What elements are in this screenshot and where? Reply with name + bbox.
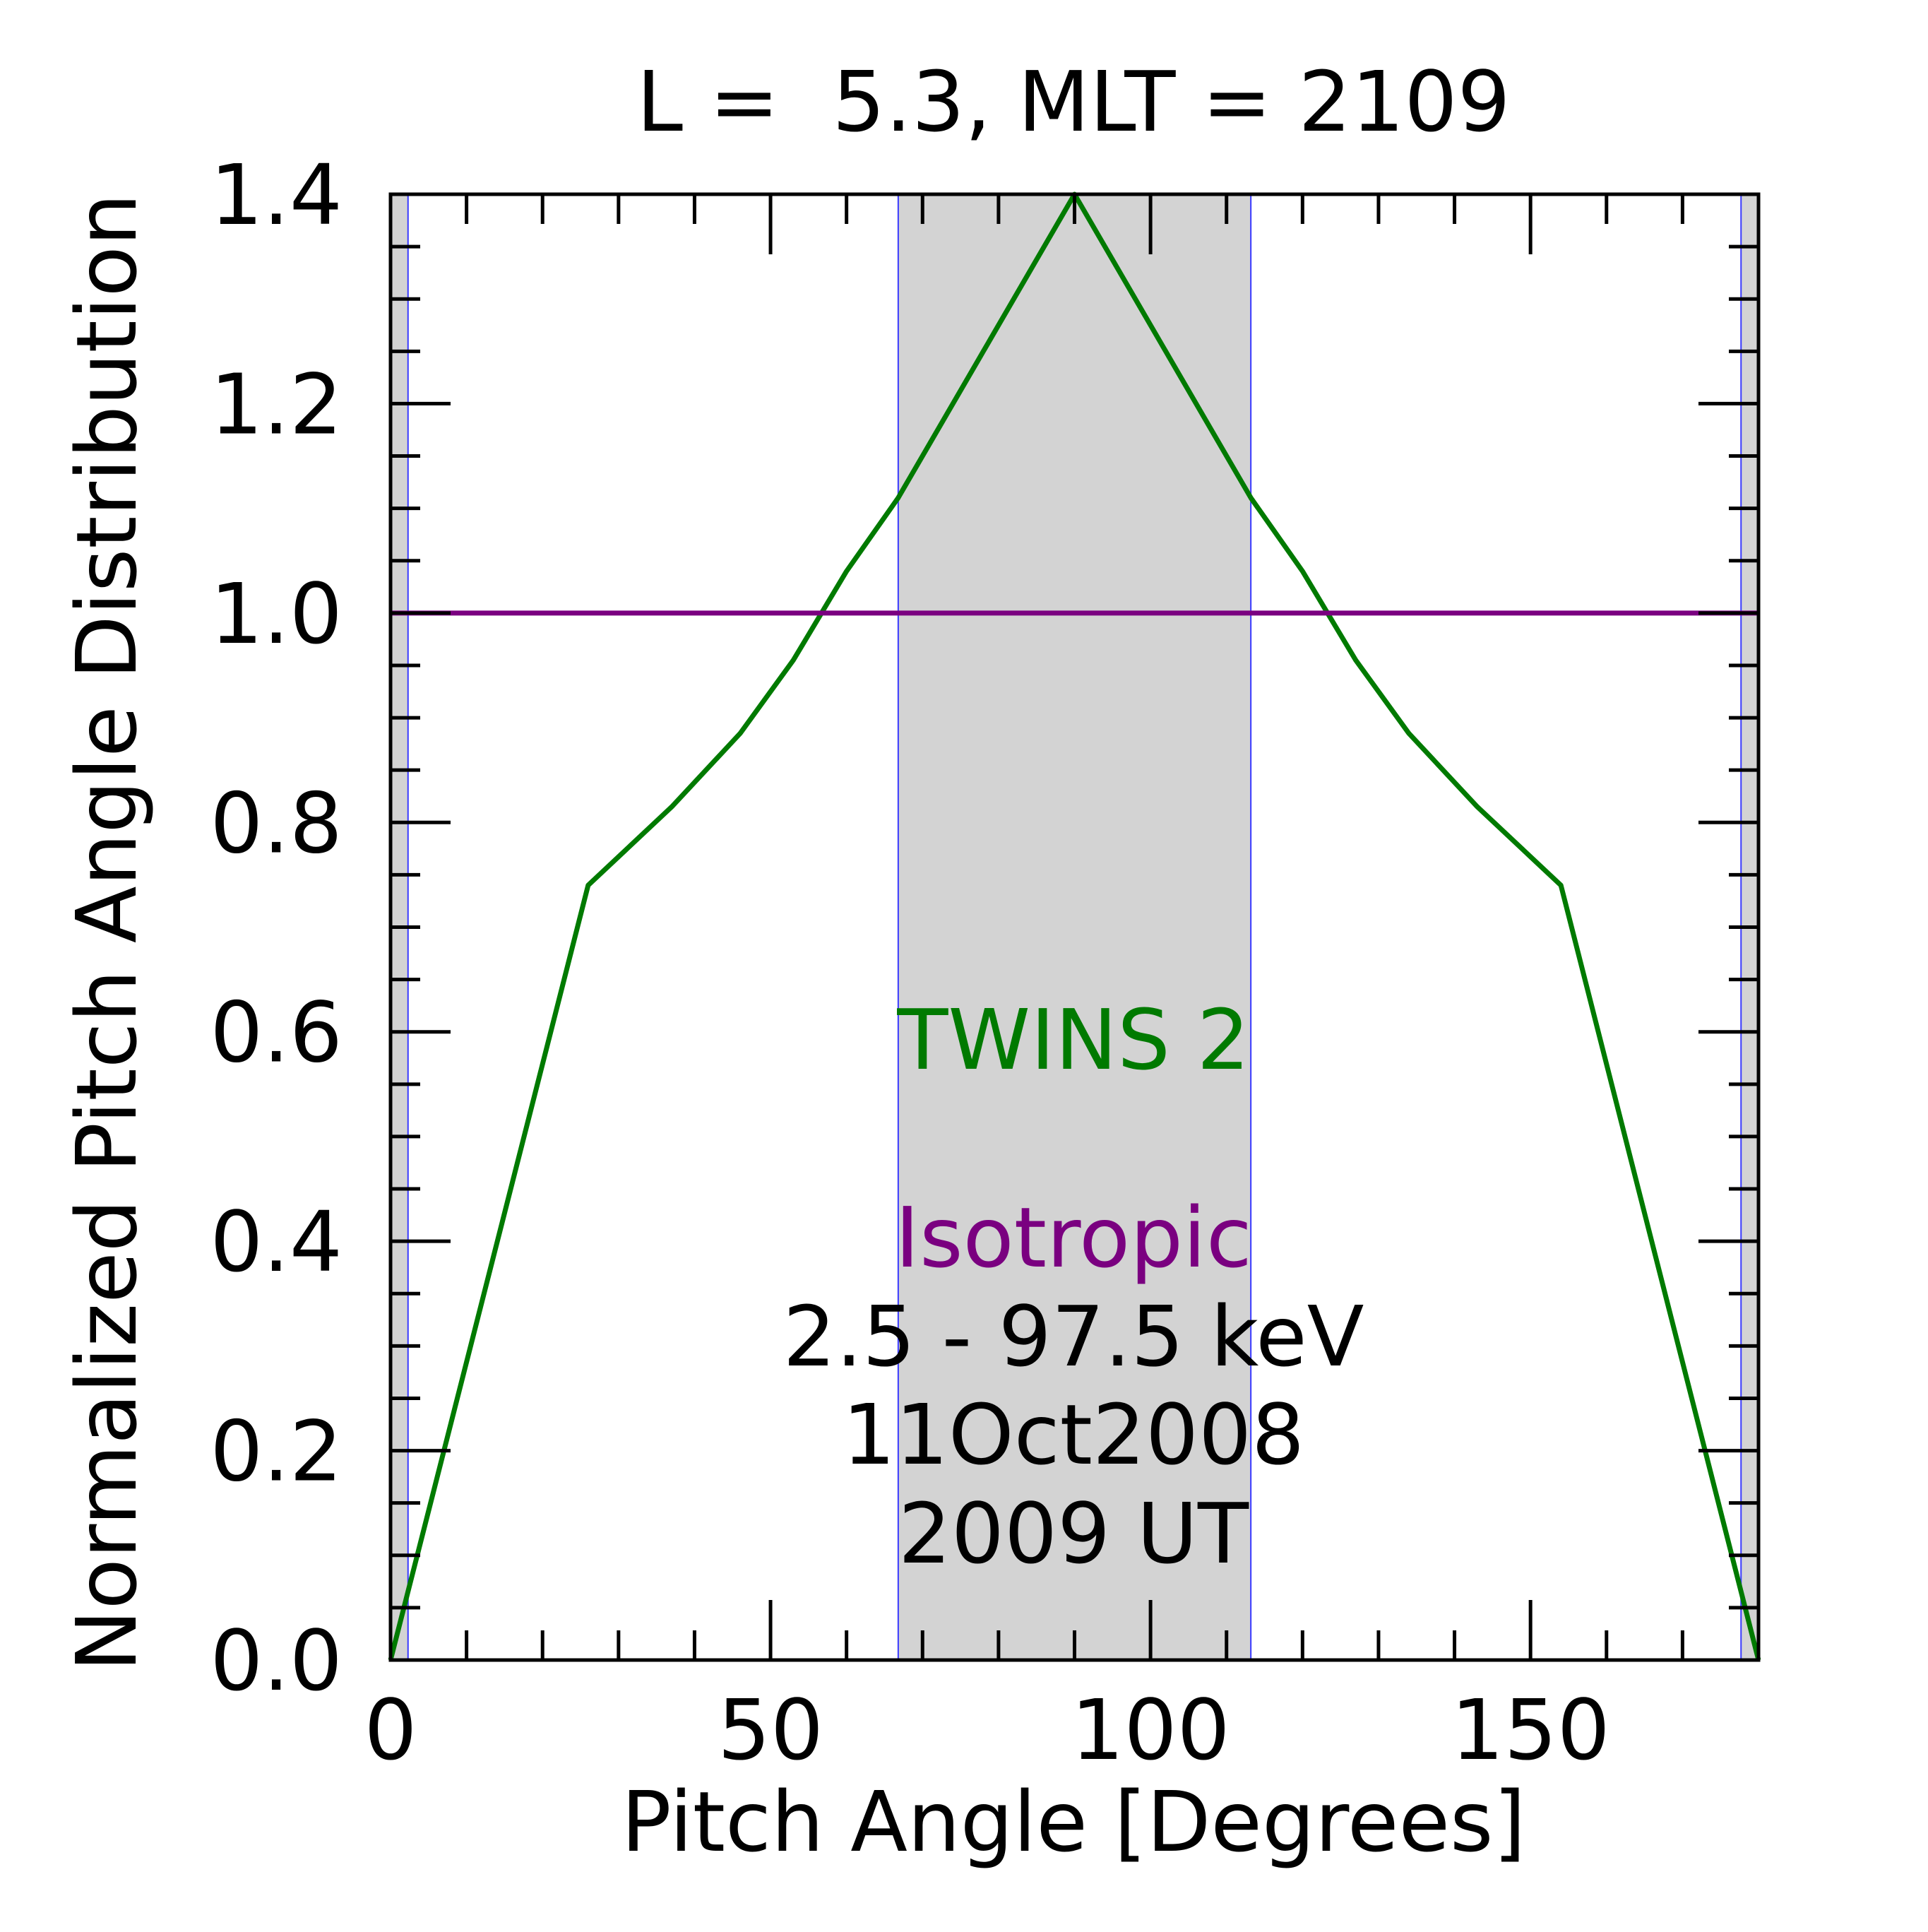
y-tick-label-6: 1.2 — [210, 355, 343, 453]
x-tick-label-2: 100 — [1071, 1681, 1230, 1779]
y-tick-label-7: 1.4 — [210, 146, 343, 244]
shaded-region-1 — [898, 194, 1251, 1660]
y-tick-label-1: 0.2 — [210, 1403, 343, 1500]
y-tick-label-4: 0.8 — [210, 774, 343, 872]
chart-title: L = 5.3, MLT = 2109 — [636, 53, 1510, 150]
date-label: 11Oct2008 — [843, 1386, 1304, 1483]
y-tick-label-2: 0.4 — [210, 1193, 343, 1291]
time-label: 2009 UT — [898, 1485, 1249, 1582]
tick-labels: 0 50 100 150 0.0 0.2 0.4 0.6 0.8 1.0 1.2 1.4 — [210, 146, 1609, 1779]
y-axis-label: Normalized Pitch Angle Distribution — [58, 193, 155, 1671]
energy-range-label: 2.5 - 97.5 keV — [783, 1288, 1364, 1385]
y-tick-label-3: 0.6 — [210, 984, 343, 1081]
x-tick-label-1: 50 — [718, 1681, 823, 1779]
axis-ticks — [388, 192, 1761, 1662]
series-label-isotropic: Isotropic — [895, 1189, 1251, 1286]
y-tick-label-0: 0.0 — [210, 1612, 343, 1709]
x-axis-label: Pitch Angle [Degrees] — [621, 1773, 1525, 1871]
y-tick-label-5: 1.0 — [210, 565, 343, 663]
series-label-twins2: TWINS 2 — [896, 991, 1249, 1089]
x-tick-label-0: 0 — [364, 1681, 417, 1779]
shaded-regions — [391, 194, 1759, 1660]
x-tick-label-3: 150 — [1451, 1681, 1610, 1779]
